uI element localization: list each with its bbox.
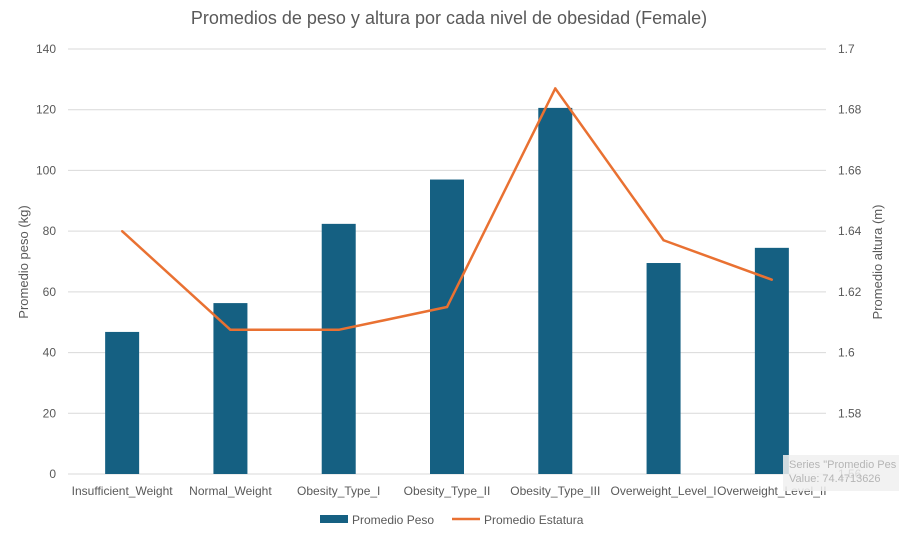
bar: [105, 331, 140, 474]
tooltip-series: Series "Promedio Pes: [789, 459, 897, 471]
left-axis-ticks: 0 20 40 60 80 100 120 140: [36, 42, 56, 481]
hover-tooltip: Series "Promedio Pes Value: 74.4713626: [783, 455, 899, 491]
x-tick-label: Obesity_Type_I: [297, 484, 380, 498]
y-left-tick-label: 20: [43, 406, 57, 420]
y-right-tick-label: 1.58: [838, 406, 862, 420]
legend-label-bar: Promedio Peso: [352, 513, 434, 527]
y-left-tick-label: 80: [43, 224, 57, 238]
right-axis-ticks: 1.561.581.61.621.641.661.681.7: [838, 42, 862, 481]
line-series: [120, 87, 774, 332]
line-point: [337, 328, 340, 332]
legend-swatch-bar: [320, 515, 348, 523]
y-right-tick-label: 1.66: [838, 163, 862, 177]
y-right-tick-label: 1.68: [838, 103, 862, 117]
x-tick-label: Obesity_Type_II: [404, 484, 491, 498]
y-left-tick-label: 0: [49, 467, 56, 481]
x-axis-ticks: Insufficient_Weight Normal_Weight Obesity_…: [72, 484, 827, 498]
line-point: [229, 328, 232, 332]
bar: [321, 223, 356, 474]
bar: [538, 107, 573, 475]
x-tick-label: Obesity_Type_III: [510, 484, 600, 498]
bar-series: [105, 107, 789, 475]
y-left-tick-label: 140: [36, 42, 56, 56]
bar: [213, 303, 248, 474]
line-point: [120, 229, 124, 233]
y-left-tick-label: 60: [43, 285, 57, 299]
y-left-tick-label: 40: [43, 346, 57, 360]
x-tick-label: Normal_Weight: [189, 484, 272, 498]
line-point: [662, 239, 665, 242]
y-right-tick-label: 1.62: [838, 285, 862, 299]
y-left-tick-label: 120: [36, 103, 56, 117]
y-left-tick-label: 100: [36, 163, 56, 177]
chart-title: Promedios de peso y altura por cada nive…: [191, 8, 707, 28]
line-point: [770, 278, 774, 281]
y-right-tick-label: 1.7: [838, 42, 855, 56]
y-right-tick-label: 1.6: [838, 346, 855, 360]
legend: Promedio Peso Promedio Estatura: [320, 513, 584, 527]
y-axis-right-label: Promedio altura (m): [870, 205, 885, 320]
y-axis-left-label: Promedio peso (kg): [16, 205, 31, 318]
bar: [430, 179, 464, 475]
bar: [646, 263, 681, 474]
legend-label-line: Promedio Estatura: [484, 513, 584, 527]
x-tick-label: Overweight_Level_I: [611, 484, 717, 498]
bar: [754, 247, 789, 474]
line-point: [554, 87, 557, 90]
line-point: [445, 305, 449, 309]
tooltip-value: Value: 74.4713626: [789, 473, 881, 485]
x-tick-label: Insufficient_Weight: [72, 484, 174, 498]
y-right-tick-label: 1.64: [838, 224, 862, 238]
